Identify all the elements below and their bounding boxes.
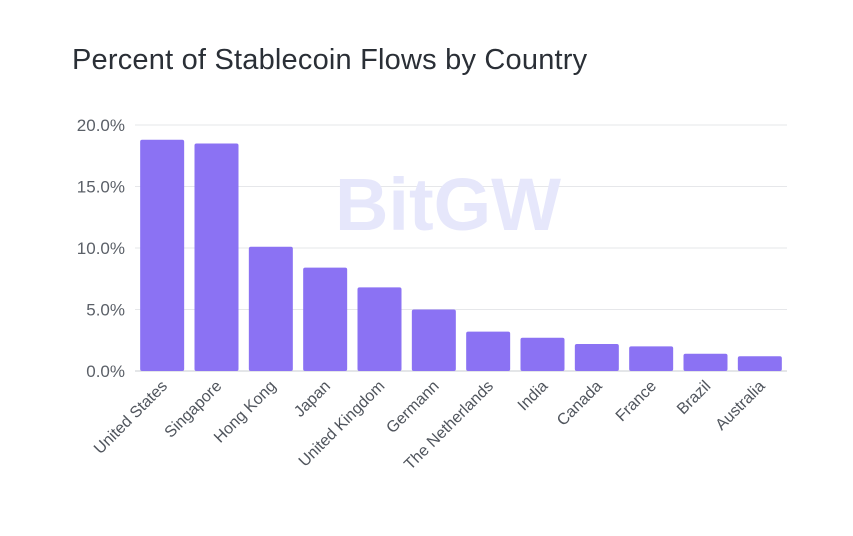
bar	[140, 139, 185, 371]
bar	[248, 246, 293, 371]
bar	[683, 353, 728, 371]
x-category-label: India	[515, 378, 552, 415]
bar	[520, 337, 565, 371]
grid-lines	[135, 124, 787, 372]
x-category-label: Japan	[291, 378, 334, 421]
bar	[737, 356, 782, 371]
bar	[411, 309, 456, 371]
bar	[629, 346, 674, 371]
x-category-label: United States	[91, 378, 171, 458]
chart-title: Percent of Stablecoin Flows by Country	[72, 44, 588, 76]
x-category-label: France	[613, 378, 660, 425]
x-category-label: Canada	[554, 378, 606, 430]
bar	[303, 267, 348, 371]
y-tick-label: 20.0%	[77, 116, 125, 135]
y-tick-label: 15.0%	[77, 178, 125, 197]
y-tick-label: 10.0%	[77, 239, 125, 258]
x-category-label: Brazil	[674, 378, 714, 418]
y-tick-label: 5.0%	[86, 301, 125, 320]
bar	[574, 343, 619, 371]
bar	[194, 143, 239, 371]
bar	[357, 287, 402, 371]
bar	[466, 331, 511, 371]
bars	[140, 139, 782, 371]
x-category-label: Australia	[713, 378, 769, 434]
watermark: BitGW	[335, 163, 561, 246]
y-tick-label: 0.0%	[86, 362, 125, 381]
y-axis-ticks: 0.0% 5.0% 10.0% 15.0% 20.0%	[77, 116, 125, 381]
